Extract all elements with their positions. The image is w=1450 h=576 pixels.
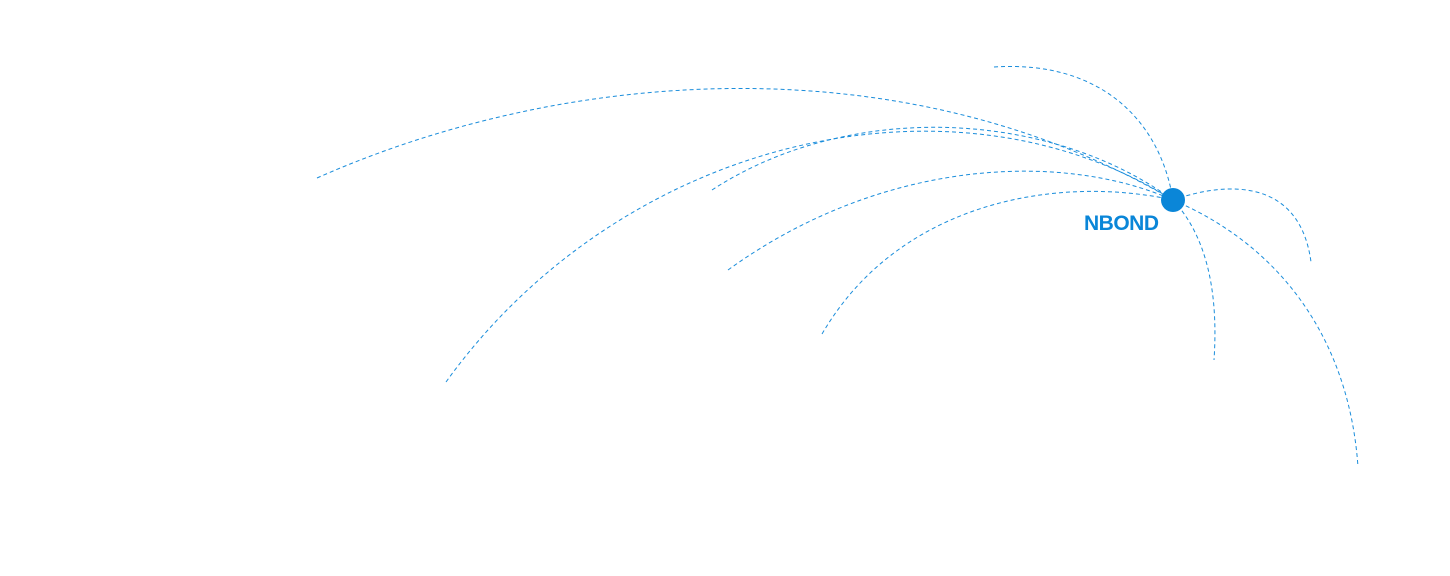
connection-arc	[821, 190, 1174, 335]
connection-arc	[1172, 188, 1312, 263]
connection-arc	[727, 170, 1174, 271]
connection-arc	[711, 126, 1174, 201]
connection-arc	[316, 88, 1174, 201]
connection-arc	[1172, 199, 1359, 468]
connection-arc	[1172, 199, 1216, 361]
hub-node	[1161, 188, 1185, 212]
connection-arc	[993, 65, 1174, 201]
node-label: NBOND	[1084, 212, 1159, 235]
connection-arc	[445, 130, 1174, 383]
